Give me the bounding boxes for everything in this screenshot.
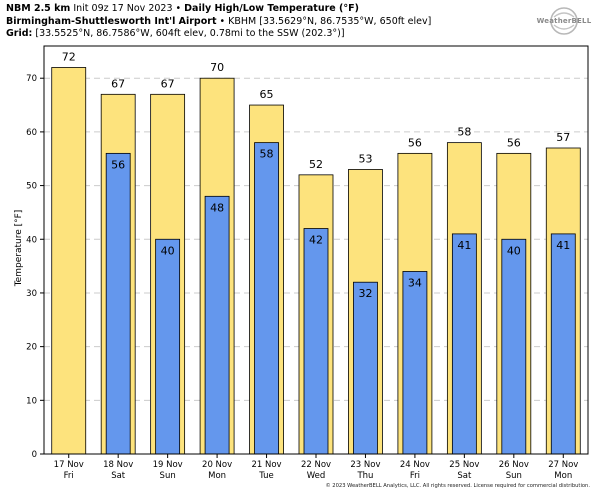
high-value-label-4: 65 — [260, 88, 274, 101]
x-tick-day-3: Mon — [208, 471, 226, 481]
x-tick-day-1: Sat — [111, 471, 126, 481]
low-value-label-2: 40 — [161, 244, 175, 257]
low-value-label-5: 42 — [309, 234, 323, 247]
low-value-label-7: 34 — [408, 276, 422, 289]
y-tick-label-10: 10 — [26, 396, 37, 406]
high-value-label-2: 67 — [161, 77, 175, 90]
high-bar-0 — [51, 67, 87, 455]
x-tick-day-4: Tue — [258, 471, 274, 481]
header-line-1: NBM 2.5 km Init 09z 17 Nov 2023 • Daily … — [6, 3, 431, 16]
low-value-label-4: 58 — [260, 148, 274, 161]
low-bar-4 — [254, 142, 279, 455]
x-tick-day-0: Fri — [64, 471, 74, 481]
low-bar-6 — [353, 281, 378, 455]
x-tick-date-6: 23 Nov — [350, 460, 380, 470]
high-value-label-8: 58 — [457, 126, 471, 139]
x-tick-date-5: 22 Nov — [301, 460, 331, 470]
logo-text: WeatherBELL — [536, 17, 592, 25]
x-tick-date-9: 26 Nov — [499, 460, 529, 470]
x-tick-day-8: Sat — [457, 471, 472, 481]
low-value-label-3: 48 — [210, 201, 224, 214]
low-value-label-1: 56 — [111, 158, 125, 171]
high-value-label-0: 72 — [62, 50, 76, 63]
logo-swirl-icon — [550, 7, 578, 35]
high-value-label-3: 70 — [210, 61, 224, 74]
x-tick-date-0: 17 Nov — [54, 460, 84, 470]
location-detail: • KBHM [33.5629°N, 86.7535°W, 650ft elev… — [219, 15, 432, 27]
x-tick-day-7: Fri — [410, 471, 420, 481]
x-tick-date-7: 24 Nov — [400, 460, 430, 470]
x-tick-date-2: 19 Nov — [153, 460, 183, 470]
y-tick-label-60: 60 — [26, 128, 37, 138]
low-bar-8 — [451, 233, 477, 455]
x-tick-day-10: Mon — [554, 471, 572, 481]
product-title: Daily High/Low Temperature (°F) — [184, 3, 359, 14]
high-value-label-6: 53 — [358, 152, 372, 165]
grid-label: Grid: — [6, 28, 33, 39]
low-bar-7 — [402, 271, 428, 455]
low-value-label-9: 40 — [507, 244, 521, 257]
x-tick-date-1: 18 Nov — [103, 460, 133, 470]
x-tick-day-2: Sun — [160, 471, 176, 481]
low-bar-3 — [204, 195, 230, 455]
y-axis: 0 10 20 30 40 50 60 70 — [26, 74, 44, 460]
y-tick-label-20: 20 — [26, 343, 37, 353]
y-tick-label-70: 70 — [26, 74, 37, 84]
init-time: Init 09z 17 Nov 2023 — [73, 3, 173, 14]
weatherbell-logo: WeatherBELL — [536, 6, 592, 36]
low-bar-1 — [105, 152, 131, 455]
x-tick-date-3: 20 Nov — [202, 460, 232, 470]
grid-detail: [33.5525°N, 86.7586°W, 604ft elev, 0.78m… — [35, 28, 345, 39]
model-name: NBM 2.5 km — [6, 3, 71, 14]
location-name: Birmingham-Shuttlesworth Int'l Airport — [6, 15, 217, 27]
high-value-label-1: 67 — [111, 77, 125, 90]
low-value-label-8: 41 — [457, 239, 471, 252]
y-tick-label-0: 0 — [32, 450, 37, 460]
bars: 72 67 56 67 40 70 48 65 58 52 42 53 32 56 34 58 41 56 40 57… — [51, 50, 581, 455]
low-bar-9 — [501, 238, 527, 455]
y-axis-label: Temperature [°F] — [14, 210, 24, 288]
high-value-label-5: 52 — [309, 158, 323, 171]
low-bar-5 — [303, 228, 329, 455]
high-value-label-10: 57 — [556, 131, 570, 144]
high-value-label-9: 56 — [507, 136, 521, 149]
y-tick-label-50: 50 — [26, 182, 37, 192]
low-bar-10 — [550, 233, 576, 455]
x-tick-day-9: Sun — [506, 471, 522, 481]
low-value-label-6: 32 — [358, 287, 372, 300]
chart-header: NBM 2.5 km Init 09z 17 Nov 2023 • Daily … — [6, 3, 431, 41]
y-tick-label-40: 40 — [26, 235, 37, 245]
x-tick-date-4: 21 Nov — [251, 460, 281, 470]
header-line-2: Birmingham-Shuttlesworth Int'l Airport •… — [6, 16, 431, 29]
x-tick-date-8: 25 Nov — [449, 460, 479, 470]
low-value-label-10: 41 — [556, 239, 570, 252]
x-tick-day-5: Wed — [307, 471, 326, 481]
high-value-label-7: 56 — [408, 136, 422, 149]
x-tick-date-10: 27 Nov — [548, 460, 578, 470]
header-line-3: Grid: [33.5525°N, 86.7586°W, 604ft elev,… — [6, 28, 431, 41]
y-tick-label-30: 30 — [26, 289, 37, 299]
copyright-notice: © 2023 WeatherBELL Analytics, LLC. All r… — [325, 483, 590, 489]
x-tick-day-6: Thu — [356, 471, 373, 481]
low-bar-2 — [155, 238, 181, 455]
separator: • — [175, 3, 182, 14]
